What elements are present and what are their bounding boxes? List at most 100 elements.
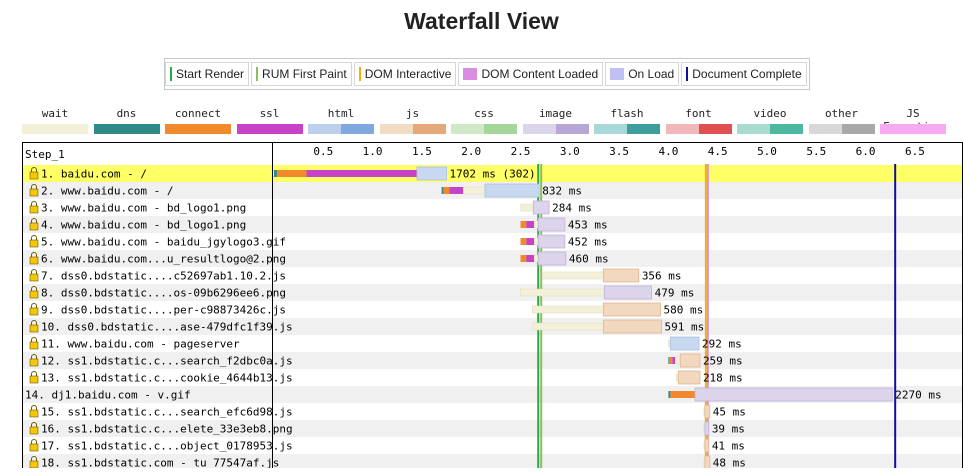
request-duration-label: 460 ms bbox=[569, 253, 609, 266]
x-tick-label: 3.5 bbox=[609, 145, 629, 158]
lock-icon bbox=[31, 252, 37, 257]
type-legend-swatch bbox=[379, 124, 446, 134]
milestone-swatch bbox=[686, 67, 689, 81]
request-duration-label: 452 ms bbox=[568, 236, 608, 249]
lock-icon bbox=[31, 303, 37, 308]
ssl-segment bbox=[672, 357, 676, 364]
lock-icon bbox=[31, 218, 37, 223]
type-legend-label: flash bbox=[610, 107, 644, 120]
request-row-background bbox=[22, 301, 963, 318]
type-legend-label: image bbox=[538, 107, 573, 120]
lock-icon bbox=[31, 371, 37, 376]
dns-segment bbox=[441, 187, 444, 194]
wait-segment bbox=[675, 356, 681, 365]
request-label: 9. dss0.bdstatic....per-c98873426c.js bbox=[41, 304, 286, 317]
request-row-background bbox=[22, 369, 963, 386]
connect-segment bbox=[276, 170, 307, 177]
milestone-label: DOM Interactive bbox=[364, 67, 452, 81]
request-row-background bbox=[22, 250, 963, 267]
x-tick-label: 2.0 bbox=[461, 145, 481, 158]
milestone-legend-item: DOM Content Loaded bbox=[458, 62, 604, 86]
download-segment bbox=[602, 319, 662, 334]
wait-segment bbox=[532, 322, 604, 331]
request-duration-label: 2270 ms bbox=[895, 389, 941, 402]
request-label: 13. ss1.bdstatic.c...cookie_4644b13.js bbox=[41, 372, 293, 385]
lock-icon bbox=[31, 184, 37, 189]
download-segment bbox=[704, 438, 710, 453]
type-legend-item: JS Execution bbox=[880, 106, 946, 136]
request-row-background bbox=[22, 335, 963, 352]
type-legend-item: flash bbox=[594, 106, 660, 136]
request-row-background bbox=[22, 165, 963, 182]
lock-icon bbox=[29, 460, 39, 469]
type-legend-item: dns bbox=[93, 106, 160, 136]
lock-icon bbox=[31, 354, 37, 359]
lock-icon bbox=[31, 167, 37, 172]
type-legend-item: font bbox=[665, 106, 732, 136]
x-tick-label: 3.0 bbox=[560, 145, 580, 158]
type-legend-swatch bbox=[93, 124, 160, 134]
dns-segment bbox=[668, 357, 670, 364]
x-tick-label: 5.0 bbox=[757, 145, 777, 158]
type-legend-label: ssl bbox=[259, 107, 280, 120]
lock-icon bbox=[31, 201, 37, 206]
request-label: 1. baidu.com - / bbox=[41, 168, 147, 181]
x-tick-label: 2.5 bbox=[511, 145, 531, 158]
x-tick-label: 1.0 bbox=[363, 145, 383, 158]
request-duration-label: 39 ms bbox=[712, 423, 745, 436]
lock-icon bbox=[31, 405, 37, 410]
connect-segment bbox=[443, 187, 450, 194]
milestone-legend: Start Render RUM First Paint DOM Interacti… bbox=[164, 58, 810, 90]
request-label: 7. dss0.bdstatic....c52697ab1.10.2.js bbox=[41, 270, 286, 283]
request-label: 4. www.baidu.com - bd_logo1.png bbox=[41, 219, 246, 232]
type-legend-item: image bbox=[522, 106, 589, 136]
x-tick-label: 5.5 bbox=[806, 145, 826, 158]
request-label: 2. www.baidu.com - / bbox=[41, 185, 173, 198]
milestone-legend-item: On Load bbox=[605, 62, 680, 86]
request-duration-label: 45 ms bbox=[713, 406, 746, 419]
lock-icon bbox=[29, 375, 39, 384]
connect-segment bbox=[520, 238, 527, 245]
download-segment bbox=[537, 217, 566, 232]
type-legend-swatch bbox=[522, 124, 589, 134]
download-segment bbox=[602, 302, 661, 317]
request-duration-label: 832 ms bbox=[542, 185, 582, 198]
download-segment bbox=[484, 183, 540, 198]
request-label: 6. www.baidu.com...u_resultlogo@2.png bbox=[41, 253, 286, 266]
milestone-label: RUM First Paint bbox=[262, 67, 347, 81]
request-duration-label: 1702 ms (302) bbox=[450, 168, 536, 181]
milestone-legend-item: Start Render bbox=[165, 62, 250, 86]
type-legend-item: other bbox=[808, 106, 875, 136]
lock-icon bbox=[29, 171, 39, 180]
waterfall-svg: Step_1 0.5 1.0 1.5 2.0 2.5 3.0 3.5 4.0 4.5 5.0 5.5 6… bbox=[22, 142, 963, 473]
request-row-background bbox=[22, 318, 963, 335]
milestone-label: Start Render bbox=[176, 67, 245, 81]
type-legend-item: video bbox=[737, 106, 803, 136]
ssl-segment bbox=[526, 221, 535, 228]
request-row-background bbox=[22, 233, 963, 250]
type-legend-label: dns bbox=[116, 107, 137, 120]
type-legend-label: video bbox=[753, 107, 787, 120]
type-legend-swatch bbox=[594, 124, 660, 134]
type-legend-swatch bbox=[236, 124, 303, 134]
milestone-label: On Load bbox=[628, 67, 675, 81]
milestone-label: Document Complete bbox=[692, 67, 802, 81]
request-duration-label: 453 ms bbox=[568, 219, 608, 232]
type-legend-item: html bbox=[308, 106, 374, 136]
request-duration-label: 284 ms bbox=[552, 202, 592, 215]
lock-icon bbox=[31, 286, 37, 291]
lock-icon bbox=[29, 205, 39, 214]
request-label: 3. www.baidu.com - bd_logo1.png bbox=[41, 202, 246, 215]
request-row-background bbox=[22, 454, 963, 471]
dns-segment bbox=[274, 170, 277, 177]
download-segment bbox=[694, 387, 893, 402]
request-label: 18. ss1.bdstatic.com - tu 77547af.js bbox=[41, 457, 279, 469]
connect-segment bbox=[670, 391, 696, 398]
wait-segment bbox=[520, 288, 605, 297]
type-legend-swatch bbox=[808, 124, 875, 134]
request-row-background bbox=[22, 352, 963, 369]
type-legend-swatch bbox=[451, 124, 517, 134]
request-duration-label: 48 ms bbox=[713, 457, 746, 469]
request-duration-label: 292 ms bbox=[702, 338, 742, 351]
milestone-legend-item: DOM Interactive bbox=[353, 62, 457, 86]
